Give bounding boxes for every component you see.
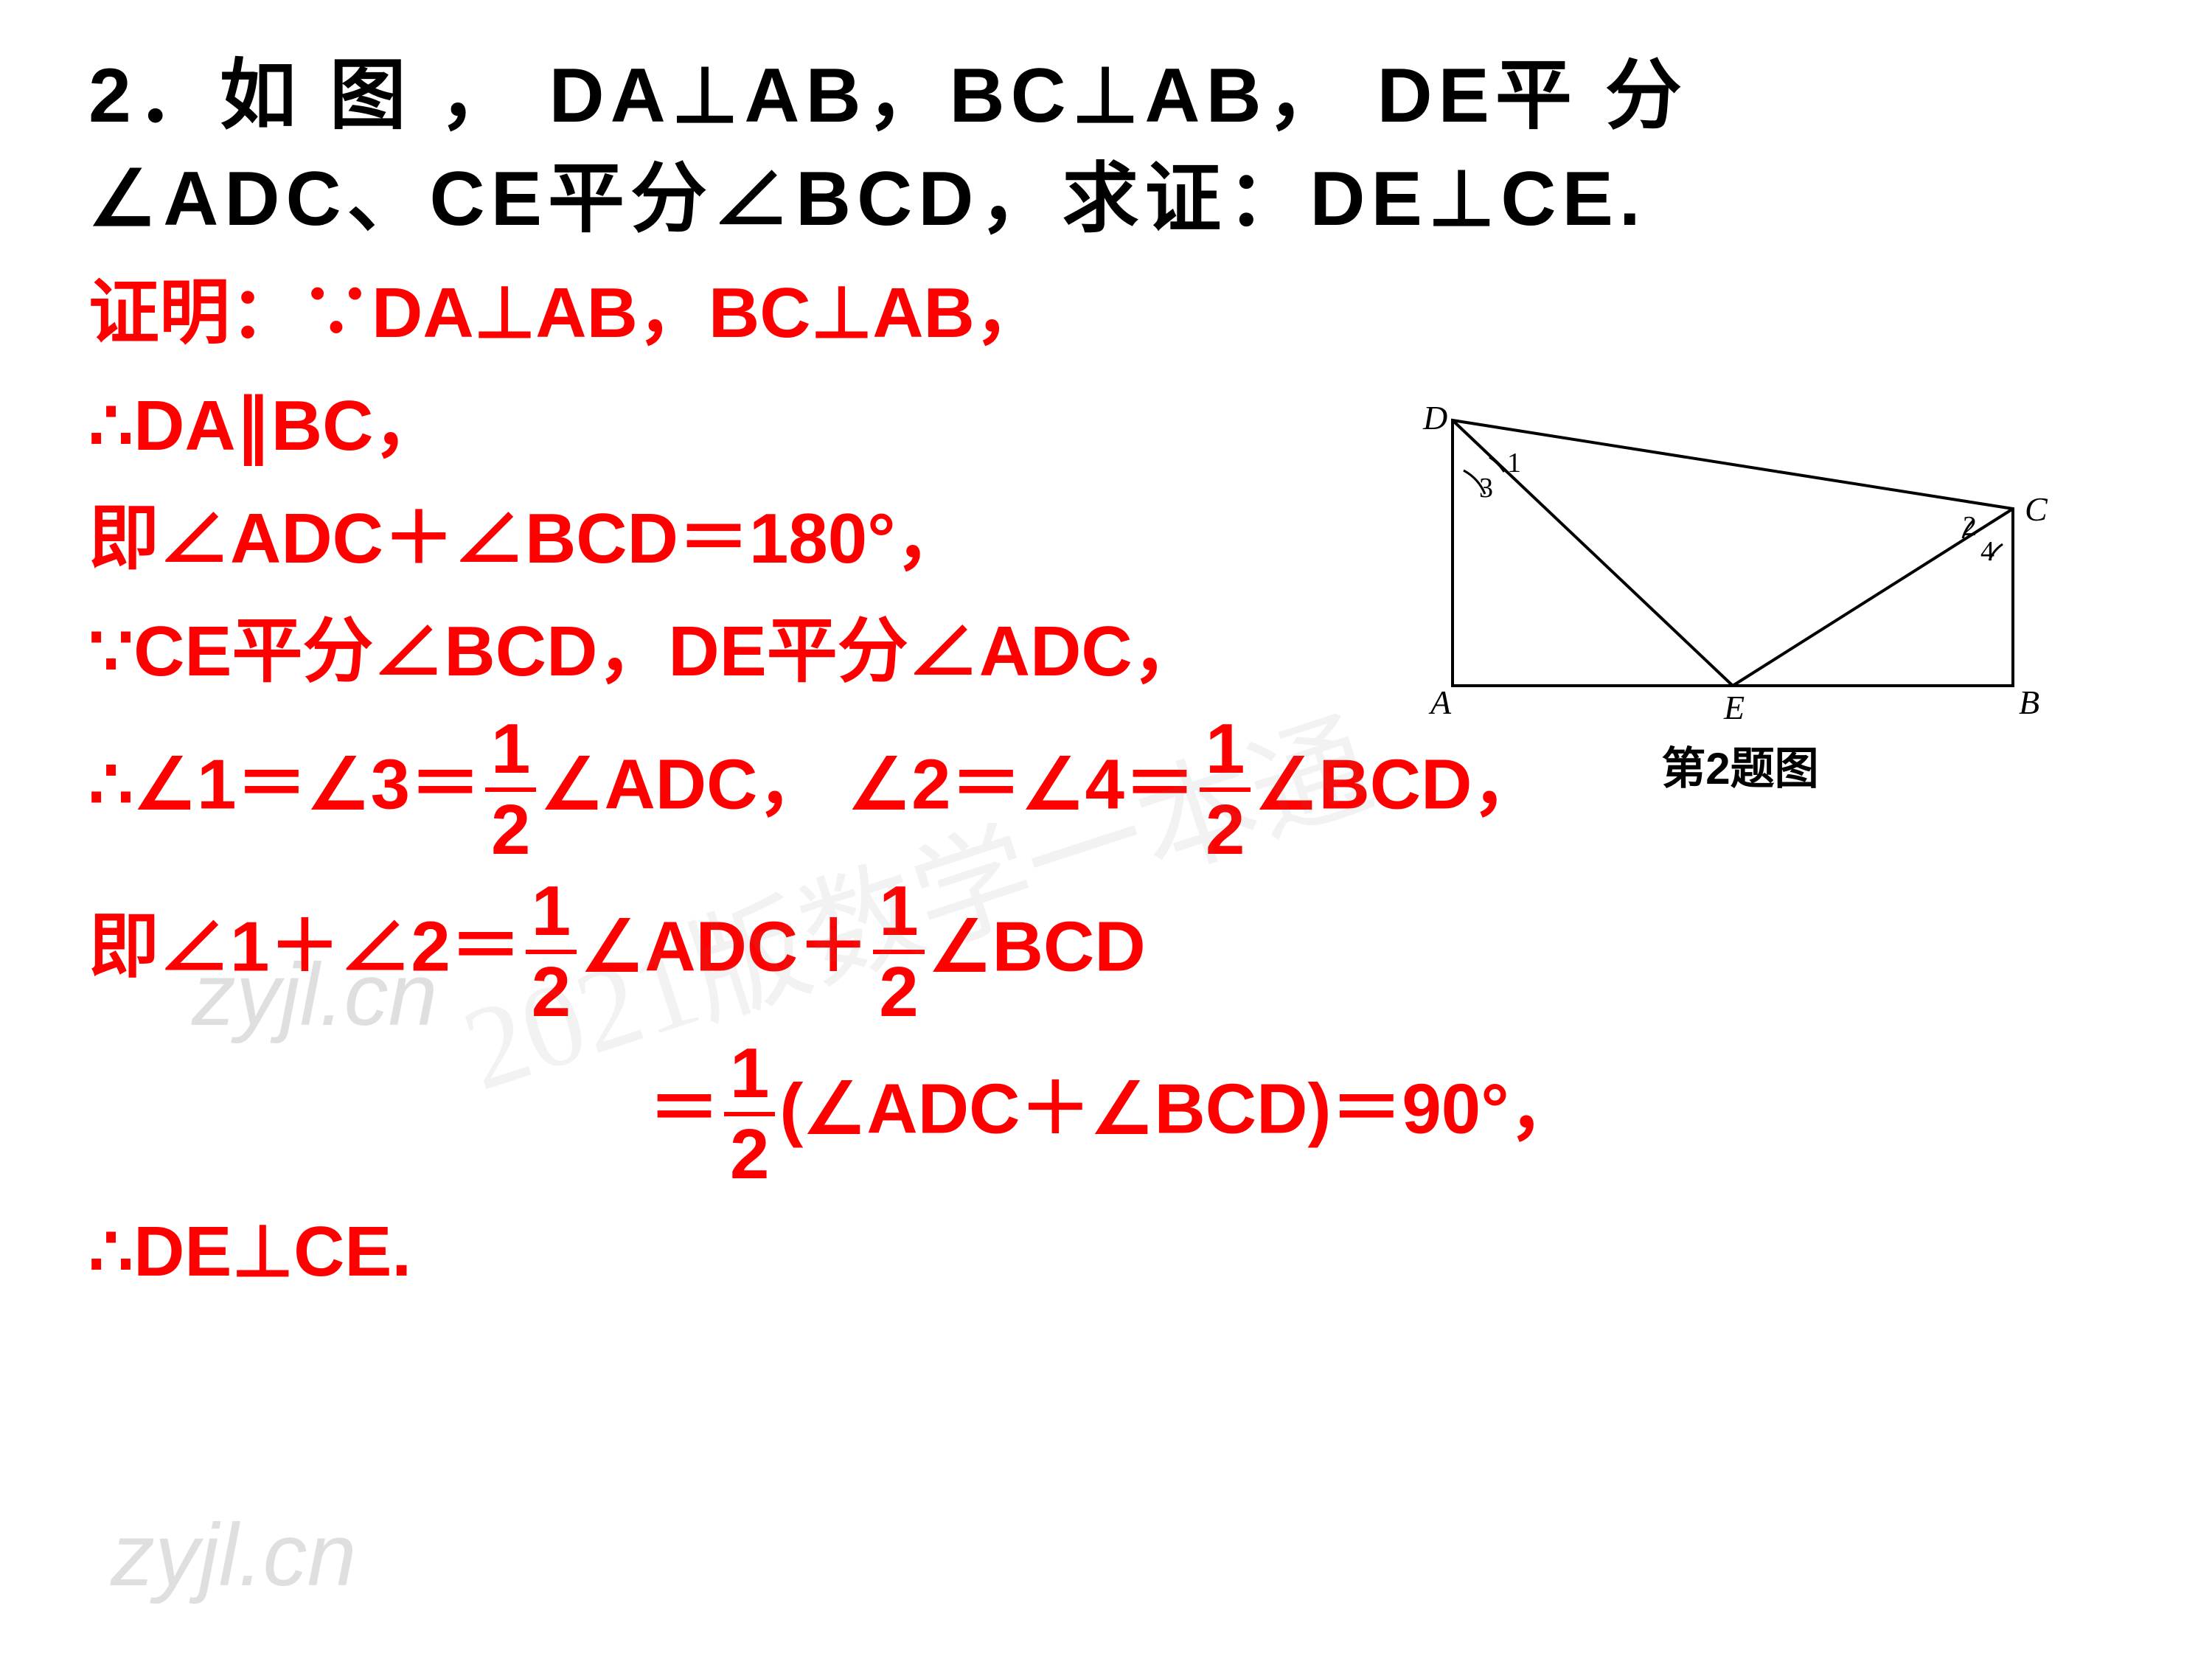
- proof-text-1b: ∵DA⊥AB，BC⊥AB，: [301, 274, 1046, 352]
- proof-line-1: 证明：∵DA⊥AB，BC⊥AB，: [88, 262, 2124, 364]
- diagram-caption: 第2题图: [1408, 733, 2072, 797]
- proof-line-6: 即∠1＋∠2＝12∠ADC＋12∠BCD: [88, 876, 2124, 1028]
- fraction-half-3: 12: [526, 876, 577, 1028]
- svg-text:4: 4: [1980, 536, 1994, 567]
- proof-text-6a: 即∠1＋∠2＝: [88, 907, 521, 986]
- fraction-half-1: 12: [485, 714, 536, 866]
- proof-text-6c: ∠BCD: [929, 907, 1146, 986]
- svg-text:A: A: [1428, 684, 1452, 721]
- fraction-half-2: 12: [1200, 714, 1251, 866]
- problem-text-1: 如 图 ， DA⊥AB，BC⊥AB， DE平 分: [220, 53, 1688, 139]
- svg-text:B: B: [2019, 684, 2039, 721]
- svg-text:E: E: [1723, 689, 1745, 726]
- proof-line-7: ＝12(∠ADC＋∠BCD)＝90°，: [88, 1038, 2124, 1190]
- fraction-half-5: 12: [724, 1038, 775, 1190]
- fraction-half-4: 12: [873, 876, 924, 1028]
- watermark-small-2: zyjl.cn: [111, 1504, 356, 1606]
- svg-text:C: C: [2025, 490, 2048, 528]
- diagram-figure: A B E D C 13 24 第2题图: [1408, 391, 2072, 797]
- proof-text-6b: ∠ADC＋: [581, 907, 869, 986]
- proof-label: 证明：: [88, 274, 301, 352]
- diagram-svg: A B E D C 13 24: [1408, 391, 2072, 730]
- proof-text-7b: (∠ADC＋∠BCD)＝90°，: [779, 1069, 1579, 1148]
- svg-text:1: 1: [1507, 448, 1521, 479]
- problem-line-2: ∠ADC、CE平分∠BCD，求证：DE⊥CE.: [88, 147, 2124, 251]
- proof-line-8: ∴DE⊥CE.: [88, 1200, 2124, 1303]
- svg-text:D: D: [1422, 399, 1447, 437]
- svg-text:2: 2: [1963, 511, 1977, 542]
- proof-text-5a: ∴∠1＝∠3＝: [88, 745, 481, 824]
- svg-text:3: 3: [1479, 473, 1493, 504]
- proof-text-7a: ＝: [649, 1069, 720, 1148]
- problem-line-1: 2．如 图 ， DA⊥AB，BC⊥AB， DE平 分: [88, 44, 2124, 147]
- problem-statement: 2．如 图 ， DA⊥AB，BC⊥AB， DE平 分 ∠ADC、CE平分∠BCD…: [88, 44, 2124, 251]
- proof-text-5b: ∠ADC， ∠2＝∠4＝: [540, 745, 1195, 824]
- problem-number: 2．: [88, 53, 220, 139]
